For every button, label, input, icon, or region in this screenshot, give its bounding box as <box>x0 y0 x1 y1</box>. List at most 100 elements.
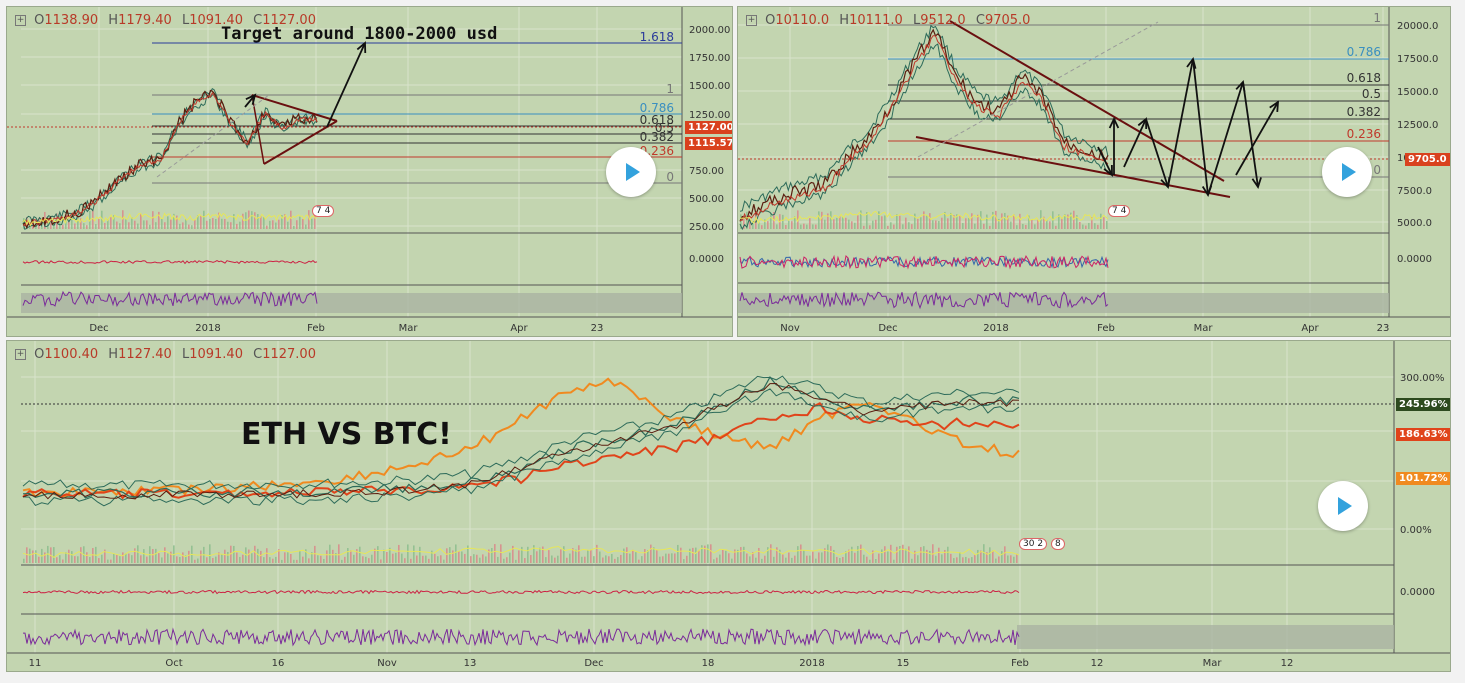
volume-bar <box>230 545 232 563</box>
us-flag-event-marker[interactable]: 30 2 <box>1019 538 1048 550</box>
volume-bar <box>938 547 940 563</box>
volume-bar <box>923 546 925 563</box>
volume-bar <box>65 552 67 563</box>
volume-bar <box>509 552 511 563</box>
volume-bar <box>938 221 940 229</box>
volume-bar <box>848 219 850 229</box>
volume-bar <box>932 220 934 229</box>
volume-bar <box>35 550 37 563</box>
volume-bar <box>218 552 220 563</box>
projection-arrow <box>1123 118 1147 168</box>
volume-bar <box>824 219 826 229</box>
volume-bar <box>380 559 382 563</box>
volume-bar <box>713 559 715 563</box>
volume-bar <box>356 549 358 563</box>
volume-bar <box>1046 220 1048 229</box>
volume-bar <box>290 210 292 229</box>
volume-bar <box>152 211 154 229</box>
volume-bar <box>437 556 439 563</box>
volume-bar <box>206 557 208 563</box>
close-value: 1127.00 <box>262 13 316 28</box>
volume-bar <box>476 554 478 563</box>
time-tick-label: 23 <box>1377 323 1390 334</box>
volume-bar <box>884 546 886 563</box>
volume-bar <box>926 549 928 563</box>
volume-bar <box>794 216 796 229</box>
expand-icon[interactable]: + <box>746 15 757 26</box>
projection-arrow <box>1192 58 1209 196</box>
volume-bar <box>122 210 124 229</box>
volume-bar <box>212 557 214 563</box>
time-tick-label: 12 <box>1281 658 1294 669</box>
volume-bar <box>503 558 505 563</box>
us-flag-event-marker[interactable]: 7 4 <box>312 205 335 217</box>
volume-bar <box>908 222 910 229</box>
volume-bar <box>911 224 913 229</box>
volume-bar <box>941 217 943 229</box>
us-flag-event-marker[interactable]: 7 4 <box>1108 205 1131 217</box>
rsi-band <box>21 293 682 313</box>
eth-chart-canvas[interactable]: 2000.001750.001500.001250.00750.00500.00… <box>7 7 732 336</box>
rsi-band <box>1017 625 1394 649</box>
time-tick-label: 13 <box>464 658 477 669</box>
volume-bar <box>779 549 781 563</box>
play-button[interactable] <box>1322 147 1372 197</box>
volume-bar <box>299 550 301 563</box>
volume-bar <box>131 555 133 563</box>
btc-chart-canvas[interactable]: 20000.017500.015000.012500.010000.07500.… <box>738 7 1450 336</box>
comparison-chart-canvas[interactable]: 300.00% 0.00% 0.0000 11 Oct 16 Nov 13 Dec 18 2018 1… <box>7 341 1450 671</box>
time-tick-label: Apr <box>510 323 528 334</box>
volume-bar <box>935 555 937 563</box>
volume-bar <box>953 215 955 229</box>
play-button[interactable] <box>1318 481 1368 531</box>
open-value: 1138.90 <box>44 13 99 28</box>
volume-bar <box>1070 212 1072 229</box>
volume-bar <box>545 557 547 563</box>
eth-chart-panel[interactable]: 2000.00 1750.00 1500.00 1250.00 750.00 500.00… <box>6 6 733 337</box>
volume-ma-line <box>739 210 1109 225</box>
volume-bar <box>605 555 607 563</box>
us-flag-event-marker[interactable]: 8 <box>1051 538 1065 550</box>
volume-bar <box>401 553 403 563</box>
macd-histogram <box>22 259 318 265</box>
volume-bar <box>569 553 571 563</box>
time-tick-label: 11 <box>29 658 42 669</box>
volume-bar <box>353 554 355 563</box>
price-tag-close: 1127.00 <box>685 121 732 134</box>
volume-bar <box>74 556 76 563</box>
volume-bar <box>494 544 496 563</box>
volume-bar <box>413 545 415 563</box>
volume-bar <box>140 555 142 563</box>
expand-icon[interactable]: + <box>15 349 26 360</box>
volume-bar <box>821 552 823 563</box>
volume-bar <box>419 546 421 563</box>
volume-bar <box>815 558 817 563</box>
fib-level-label: 1 <box>666 82 674 96</box>
volume-bar <box>143 220 145 229</box>
volume-bar <box>386 551 388 563</box>
volume-bar <box>887 225 889 229</box>
btc-chart-panel[interactable]: 20000.017500.015000.012500.010000.07500.… <box>737 6 1451 337</box>
time-tick-label: Dec <box>89 323 108 334</box>
comparison-chart-panel[interactable]: 300.00% 0.00% 0.0000 11 Oct 16 Nov 13 Dec 18 2018 1… <box>6 340 1451 672</box>
volume-bar <box>845 217 847 229</box>
price-tag-series-1: 101.72% <box>1396 472 1450 485</box>
volume-bar <box>335 553 337 563</box>
volume-bar <box>113 215 115 229</box>
volume-bar <box>314 545 316 563</box>
volume-bar <box>851 221 853 229</box>
volume-bar <box>467 545 469 563</box>
volume-bar <box>479 557 481 563</box>
play-button[interactable] <box>606 147 656 197</box>
volume-bar <box>581 556 583 563</box>
volume-bar <box>215 556 217 563</box>
volume-bar <box>425 555 427 563</box>
volume-bar <box>224 549 226 563</box>
volume-bar <box>416 555 418 563</box>
volume-bar <box>62 559 64 563</box>
volume-bar <box>1058 214 1060 229</box>
volume-bar <box>818 211 820 229</box>
expand-icon[interactable]: + <box>15 15 26 26</box>
volume-bar <box>992 550 994 563</box>
volume-bar <box>842 556 844 563</box>
